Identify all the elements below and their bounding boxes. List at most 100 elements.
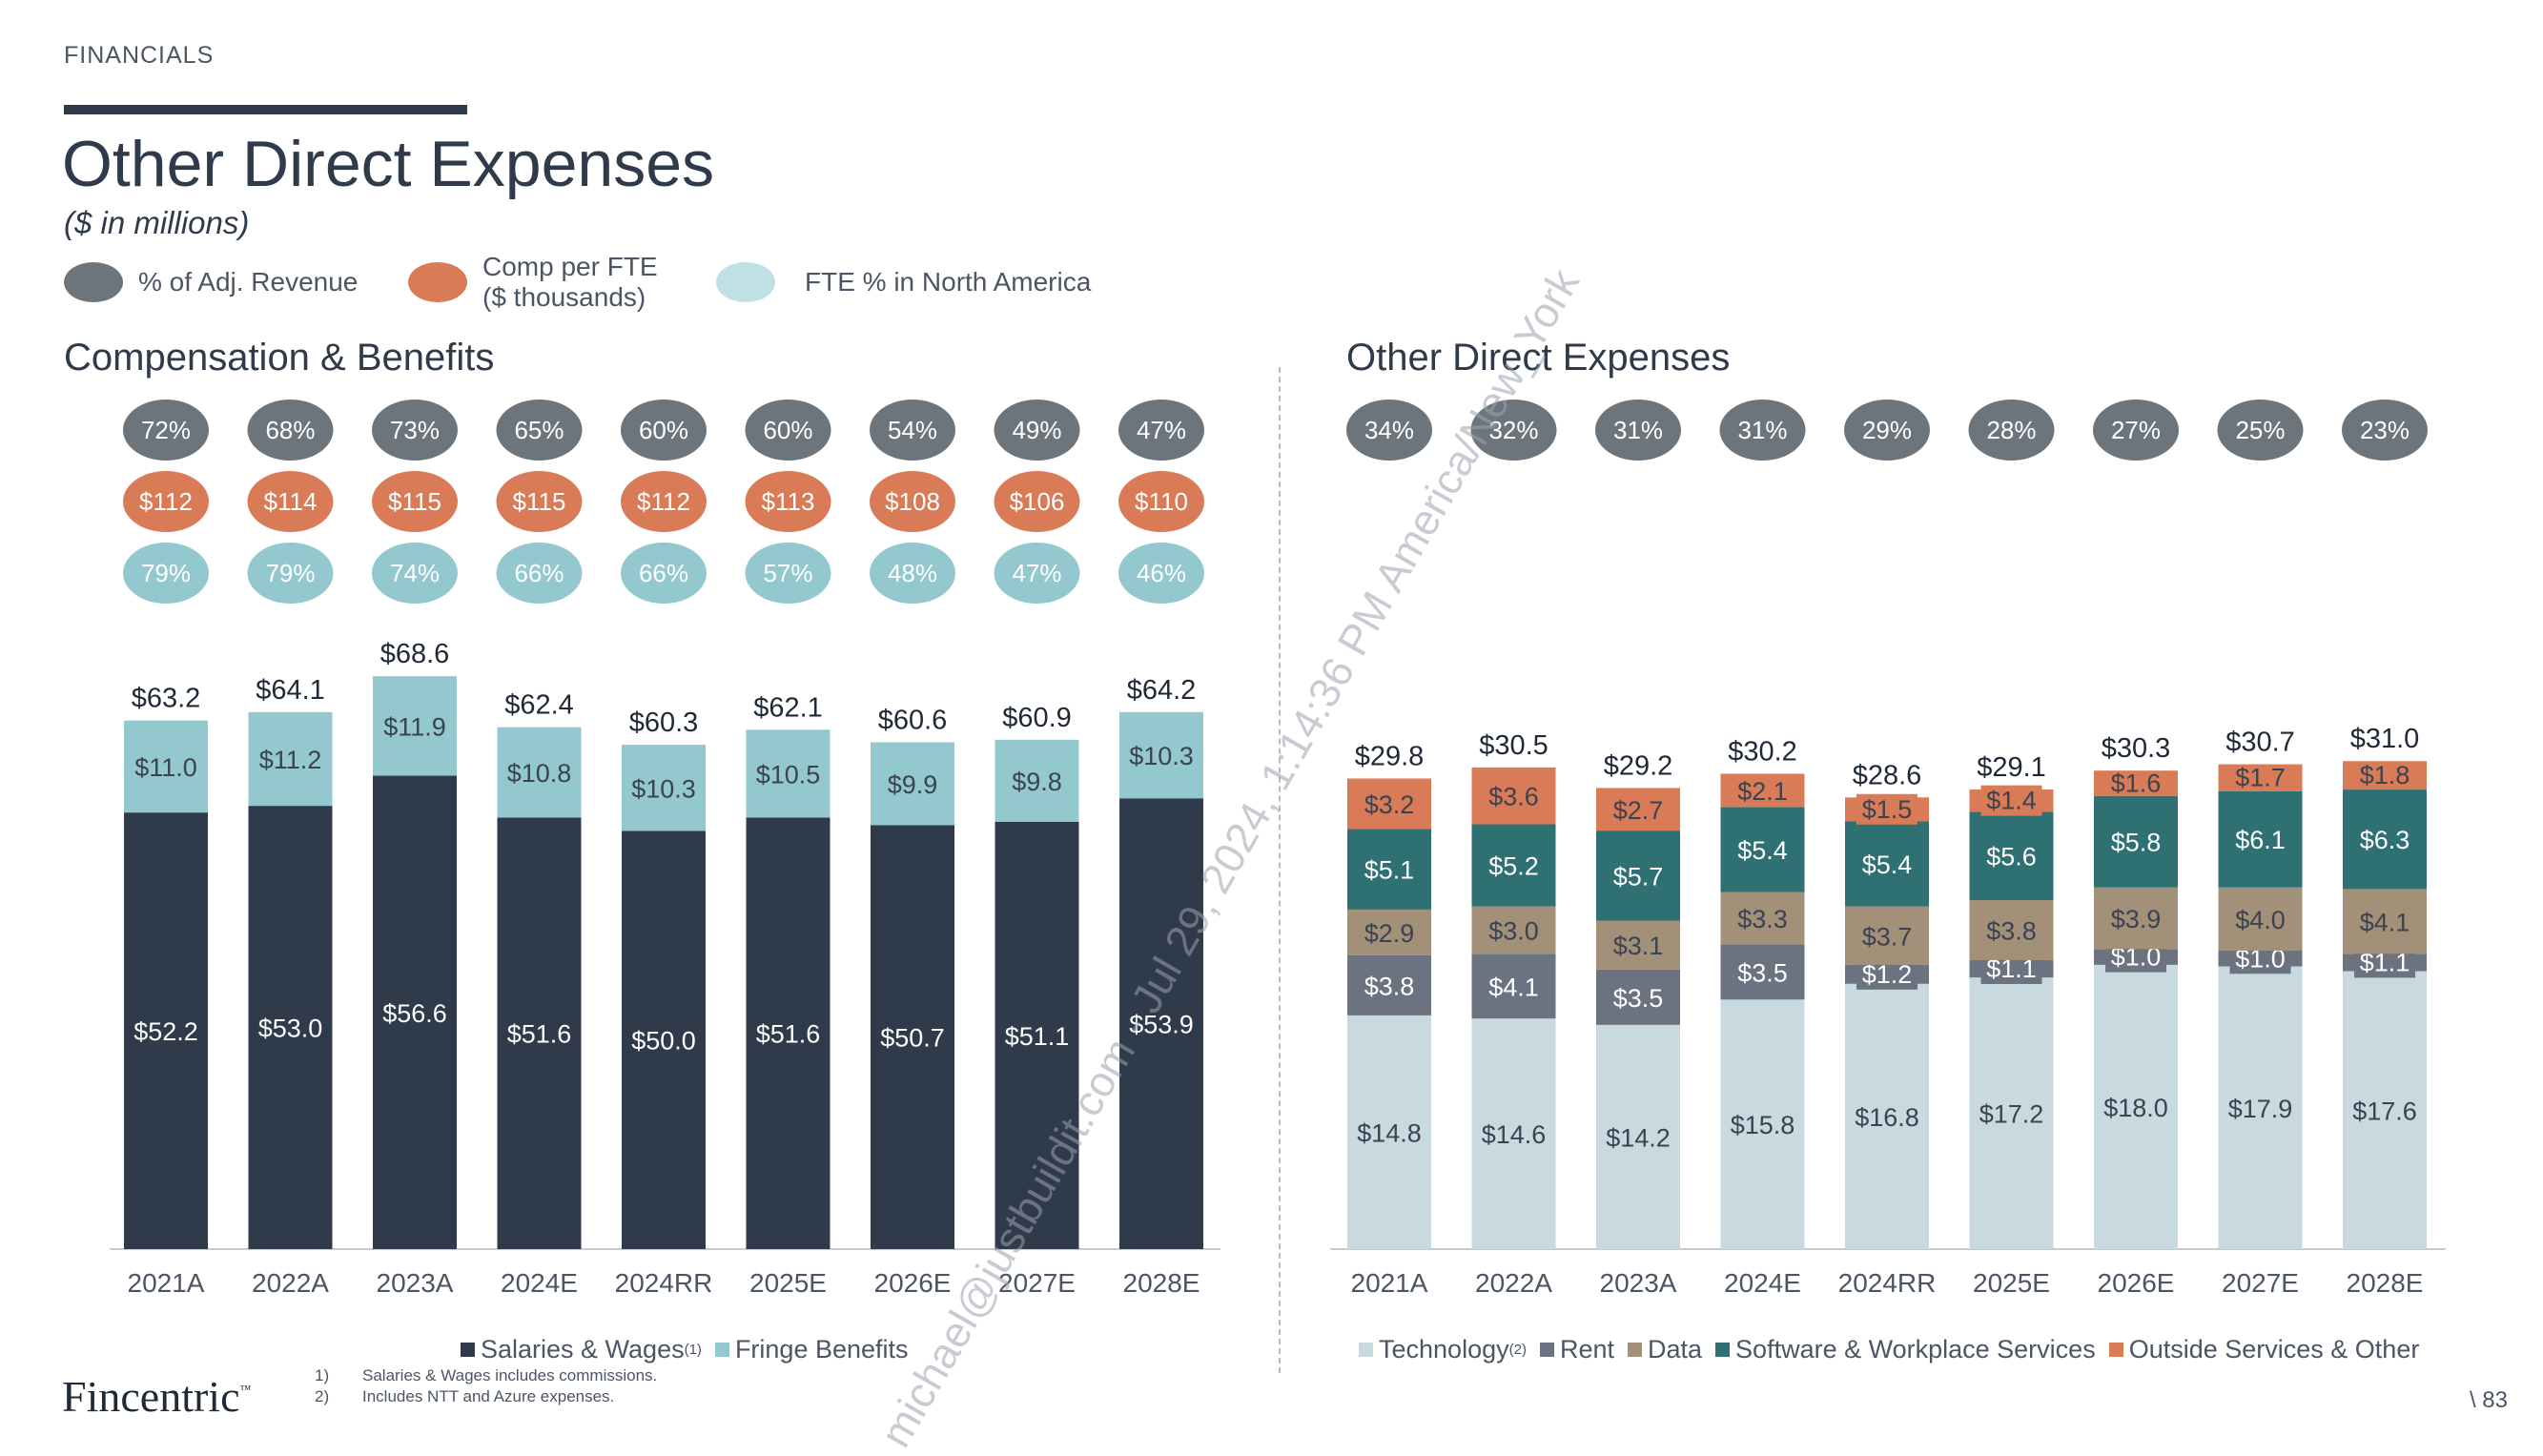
- bar-value-label: $51.6: [756, 1020, 821, 1049]
- bar-value-label: $56.6: [382, 999, 447, 1028]
- bar-segment: [2218, 887, 2303, 951]
- x-tick-label: 2024RR: [615, 1268, 713, 1298]
- comp-per-fte-badge-text: $113: [762, 487, 815, 516]
- legend-item-outside: Outside Services & Other: [2108, 1335, 2419, 1364]
- pct-revenue-badge: [2342, 400, 2428, 461]
- bar-segment: [1720, 807, 1805, 892]
- bar-segment: [1596, 831, 1680, 921]
- footnote-marker: (2): [1508, 1342, 1527, 1358]
- bar-segment: [1969, 811, 2054, 900]
- bar-segment: [373, 676, 457, 776]
- legend-item-label: Rent: [1559, 1335, 1614, 1364]
- legend-item-label: Salaries & Wages: [481, 1335, 685, 1364]
- chart-title-ode: Other Direct Expenses: [1346, 337, 1731, 379]
- bar-value-label: $5.2: [1488, 852, 1539, 881]
- bar-segment: [248, 806, 333, 1249]
- bar-value-label: $1.4: [1986, 787, 2037, 815]
- bar-segment: [1347, 909, 1431, 955]
- bar-segment: [1471, 1018, 1556, 1249]
- pct-revenue-badge: [123, 400, 209, 461]
- legend-label-line1: Comp per FTE: [482, 252, 658, 281]
- section-label: FINANCIALS: [64, 42, 215, 69]
- bar-value-label: $3.5: [1613, 984, 1664, 1013]
- bar-total-label: $60.3: [629, 707, 699, 738]
- bar-segment: [995, 739, 1079, 822]
- bar-segment: [1969, 899, 2054, 960]
- bar-segment: [497, 817, 582, 1249]
- fte-na-badge: [123, 543, 209, 604]
- bar-value-label: $5.6: [1986, 843, 2037, 872]
- bar-segment: [1471, 954, 1556, 1019]
- fte-na-badge-text: 79%: [141, 559, 191, 587]
- bar-total-label: $60.6: [878, 705, 948, 735]
- bar-total-label: $31.0: [2350, 724, 2420, 754]
- x-tick-label: 2023A: [377, 1268, 454, 1298]
- badge-legend: % of Adj. Revenue Comp per FTE ($ thousa…: [0, 252, 1335, 324]
- pct-revenue-badge: [247, 400, 334, 461]
- bar-segment: [622, 831, 706, 1249]
- pct-revenue-badge: [870, 400, 955, 461]
- bar-segment: [1720, 999, 1805, 1249]
- fte-na-badge: [621, 543, 707, 604]
- bar-segment: [1596, 1024, 1680, 1249]
- bar-value-label: $6.1: [2235, 826, 2286, 854]
- bar-total-label: $64.1: [256, 675, 325, 706]
- comp-per-fte-badge: [994, 471, 1080, 532]
- pct-revenue-badge-text: 73%: [390, 416, 440, 444]
- bar-value-label: $1.5: [1862, 795, 1913, 824]
- swatch-icon: [1539, 1343, 1554, 1357]
- light-blue-dot-icon: [716, 262, 775, 302]
- title-rule: [64, 105, 467, 114]
- fte-na-badge: [1118, 543, 1204, 604]
- legend-comp: Salaries & Wages (1) Fringe Benefits: [461, 1335, 922, 1364]
- legend-item-salaries: Salaries & Wages (1): [461, 1335, 702, 1364]
- bar-segment: [1347, 829, 1431, 910]
- x-tick-label: 2023A: [1600, 1268, 1677, 1298]
- bar-total-label: $60.9: [1002, 703, 1072, 733]
- bar-value-label: $14.6: [1482, 1120, 1547, 1149]
- bar-total-label: $30.2: [1728, 736, 1797, 767]
- bar-total-label: $68.6: [380, 639, 450, 669]
- bar-value-label: $14.2: [1606, 1123, 1671, 1152]
- comp-per-fte-badge: [247, 471, 334, 532]
- bar-segment: [1119, 798, 1203, 1249]
- bar-segment: [871, 742, 954, 826]
- x-tick-label: 2026E: [874, 1268, 952, 1298]
- orange-dot-icon: [408, 262, 467, 302]
- bar-total-label: $63.2: [132, 684, 201, 714]
- comp-per-fte-badge: [745, 471, 831, 532]
- logo-name: Fincentric: [62, 1372, 240, 1421]
- legend-label: FTE % in North America: [805, 267, 1092, 297]
- bar-value-label: $3.3: [1737, 905, 1788, 933]
- bar-value-label: $10.8: [507, 759, 572, 788]
- legend-comp-per-fte: Comp per FTE ($ thousands): [408, 252, 658, 313]
- comp-per-fte-badge-text: $106: [1010, 487, 1065, 516]
- pct-revenue-badge-text: 31%: [1737, 416, 1787, 444]
- bar-value-label: $16.8: [1855, 1103, 1919, 1132]
- bar-value-label: $17.2: [1979, 1100, 2044, 1129]
- bar-value-label: $53.9: [1129, 1011, 1194, 1039]
- bar-segment: [1347, 778, 1431, 830]
- pct-revenue-badge: [621, 400, 707, 461]
- bar-value-label: $3.5: [1737, 958, 1788, 987]
- pct-revenue-badge-text: 28%: [1986, 416, 2036, 444]
- bar-segment: [124, 720, 208, 813]
- x-tick-label: 2026E: [2098, 1268, 2175, 1298]
- bar-value-label: $51.1: [1005, 1022, 1070, 1051]
- bar-total-label: $30.7: [2225, 728, 2295, 758]
- x-tick-label: 2028E: [1123, 1268, 1200, 1298]
- fte-na-badge-text: 46%: [1137, 559, 1186, 587]
- bar-total-label: $62.1: [753, 692, 823, 723]
- comp-per-fte-badge-text: $108: [885, 487, 940, 516]
- bar-segment: [2094, 770, 2178, 796]
- x-tick-label: 2022A: [252, 1268, 329, 1298]
- bar-value-label: $2.1: [1737, 777, 1788, 806]
- bar-segment: [373, 775, 457, 1249]
- x-tick-label: 2028E: [2347, 1268, 2424, 1298]
- pct-revenue-badge: [994, 400, 1080, 461]
- comp-per-fte-badge-text: $115: [388, 487, 441, 516]
- fte-na-badge: [372, 543, 458, 604]
- bar-value-label: $50.7: [880, 1024, 945, 1053]
- legend-item-data: Data: [1628, 1335, 1702, 1364]
